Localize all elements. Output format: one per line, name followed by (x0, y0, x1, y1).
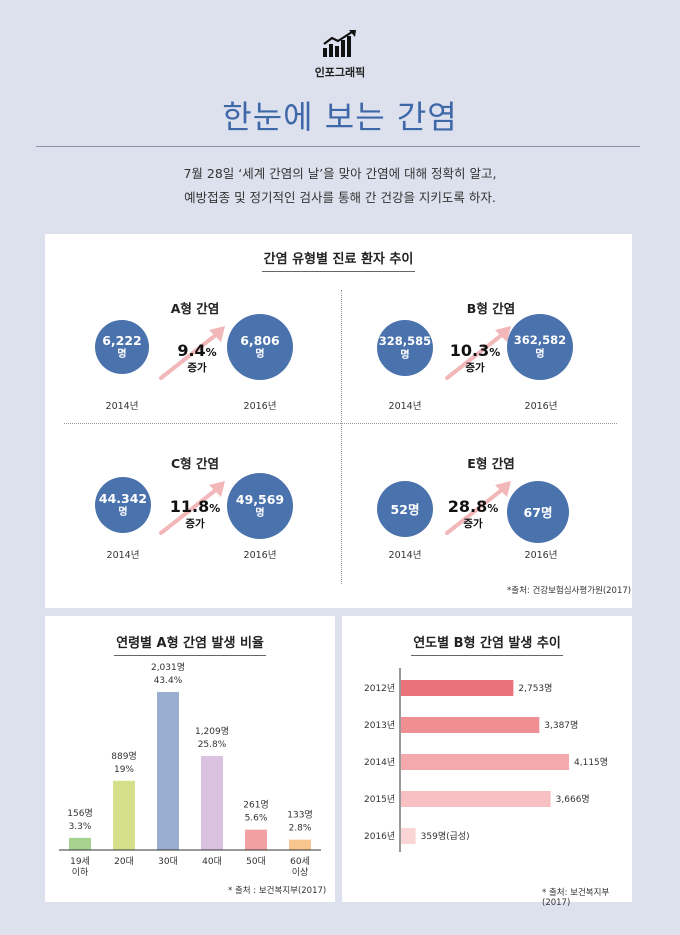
age-bar-count-label: 133명 (287, 810, 312, 821)
hepatitis-e-start-year: 2014년 (388, 550, 422, 561)
hepatitis-b-end-year: 2016년 (524, 401, 558, 412)
trend-panel-title: 간염 유형별 진료 환자 추이 (45, 248, 632, 272)
year-category-label: 2012년 (364, 683, 395, 694)
hepatitis-a-title: A형 간염 (170, 301, 220, 316)
year-bar (401, 680, 514, 696)
year-bar (401, 754, 569, 770)
hepatitis-c-start-year: 2014년 (106, 550, 140, 561)
age-bar-count-label: 261명 (243, 800, 268, 811)
age-bar-percent-label: 43.4% (154, 676, 183, 686)
hepatitis-e-block: E형 간염 52명 28.8% 증가 67명 2014년 2016년 (343, 453, 639, 603)
hepatitis-b-pct: 10.3% 증가 (449, 341, 501, 375)
hepatitis-e-title: E형 간염 (467, 456, 515, 471)
hepatitis-c-pct: 11.8% 증가 (169, 497, 221, 531)
trend-panel: 간염 유형별 진료 환자 추이 (45, 234, 632, 608)
year-category-label: 2013년 (364, 720, 395, 731)
age-chart-title: 연령별 A형 간염 발생 비율 (45, 632, 335, 656)
hepatitis-c-2016-circle: 49,569 명 (227, 473, 293, 539)
age-bar-percent-label: 3.3% (69, 822, 92, 832)
age-category-label: 19세 (70, 856, 90, 867)
hepatitis-c-title: C형 간염 (170, 456, 220, 471)
age-bar (289, 839, 311, 850)
year-bar-value-label: 3,387명 (544, 720, 578, 731)
hepatitis-e-pct: 28.8% 증가 (447, 497, 499, 531)
hepatitis-a-2016-circle: 6,806 명 (227, 314, 293, 380)
age-chart-panel: 연령별 A형 간염 발생 비율 156명 3.3% 19세 이하 889명 19% 20대 2… (45, 616, 335, 902)
year-bar-value-label: 4,115명 (574, 757, 608, 768)
year-bar (401, 791, 551, 807)
age-category-label: 40대 (202, 856, 222, 867)
year-category-label: 2015년 (364, 794, 395, 805)
age-category-label: 30대 (158, 856, 178, 867)
intro-line-2: 예방접종 및 정기적인 검사를 통해 간 건강을 지키도록 하자. (184, 190, 496, 205)
year-category-label: 2014년 (364, 757, 395, 768)
age-bar-percent-label: 5.6% (245, 814, 268, 824)
increase-arrow-icon (445, 481, 511, 535)
hepatitis-e-2016-circle: 67명 (507, 481, 569, 543)
hepatitis-c-2014-circle: 44.342 명 (95, 477, 151, 533)
age-category-label: 이하 (72, 867, 89, 876)
increase-arrow-icon (159, 326, 225, 380)
hepatitis-b-block: B형 간염 328,585 명 10.3% 증가 362,582 명 2014년… (343, 298, 639, 448)
age-bar-count-label: 889명 (111, 751, 136, 762)
hepatitis-a-block: A형 간염 6,222 명 9.4% 증가 6,806 명 2014년 2016… (47, 298, 343, 448)
year-bar (401, 717, 540, 733)
age-chart-source: * 출처 : 보건복지부(2017) (228, 886, 327, 896)
year-bar-value-label: 359명(급성) (421, 831, 470, 842)
year-bar-value-label: 2,753명 (518, 683, 552, 694)
quadrant-divider-horizontal (64, 423, 617, 424)
hepatitis-b-2016-circle: 362,582 명 (507, 314, 573, 380)
year-bar-chart: 2012년 2,753명 2013년 3,387명 2014년 4,115명 2015년 3,… (364, 668, 608, 852)
hepatitis-b-title: B형 간염 (466, 301, 516, 316)
category-label: 인포그래픽 (314, 66, 366, 79)
age-bar-percent-label: 2.8% (289, 824, 312, 834)
hepatitis-c-end-year: 2016년 (243, 550, 277, 561)
hepatitis-b-start-year: 2014년 (388, 401, 422, 412)
age-category-label: 60세 (290, 856, 310, 867)
age-bar (245, 829, 267, 850)
year-bar (401, 828, 416, 844)
year-bar-value-label: 3,666명 (556, 794, 590, 805)
age-bar-count-label: 2,031명 (151, 662, 185, 673)
hepatitis-a-2014-circle: 6,222 명 (95, 320, 149, 374)
quadrant-divider-vertical (341, 290, 342, 584)
age-category-label: 20대 (114, 856, 134, 867)
age-bar (157, 692, 179, 850)
year-chart-title: 연도별 B형 간염 발생 추이 (342, 632, 632, 656)
year-chart-source: * 출처: 보건복지부(2017) (542, 888, 610, 908)
hepatitis-e-2014-circle: 52명 (377, 481, 433, 537)
age-category-label: 50대 (246, 856, 266, 867)
hepatitis-a-start-year: 2014년 (105, 401, 139, 412)
age-bar-percent-label: 19% (114, 765, 134, 775)
age-bar-percent-label: 25.8% (198, 740, 227, 750)
hepatitis-e-end-year: 2016년 (524, 550, 558, 561)
title-divider (36, 146, 640, 147)
intro-line-1: 7월 28일 ‘세계 간염의 날’을 맞아 간염에 대해 정확히 알고, (183, 166, 497, 181)
age-bar-count-label: 156명 (67, 808, 92, 819)
hepatitis-a-pct: 9.4% 증가 (177, 341, 217, 375)
hepatitis-c-block: C형 간염 44.342 명 11.8% 증가 49,569 명 2014년 2… (47, 453, 343, 603)
hepatitis-a-end-year: 2016년 (243, 401, 277, 412)
age-bar-count-label: 1,209명 (195, 726, 229, 737)
hepatitis-b-2014-circle: 328,585 명 (377, 320, 433, 376)
rising-bar-chart-icon (323, 30, 356, 57)
age-bar (69, 837, 91, 850)
age-category-label: 이상 (292, 867, 309, 876)
age-bar (201, 755, 223, 850)
trend-source: *출처: 건강보험심사평가원(2017) (507, 586, 632, 596)
age-bar (113, 780, 135, 850)
year-chart-panel: 연도별 B형 간염 발생 추이 2012년 2,753명 2013년 3,387명 20… (342, 616, 632, 908)
year-category-label: 2016년 (364, 831, 395, 842)
page-title: 한눈에 보는 간염 (222, 98, 458, 136)
increase-arrow-icon (159, 481, 225, 535)
intro-text: 7월 28일 ‘세계 간염의 날’을 맞아 간염에 대해 정확히 알고, 예방접… (0, 162, 680, 210)
